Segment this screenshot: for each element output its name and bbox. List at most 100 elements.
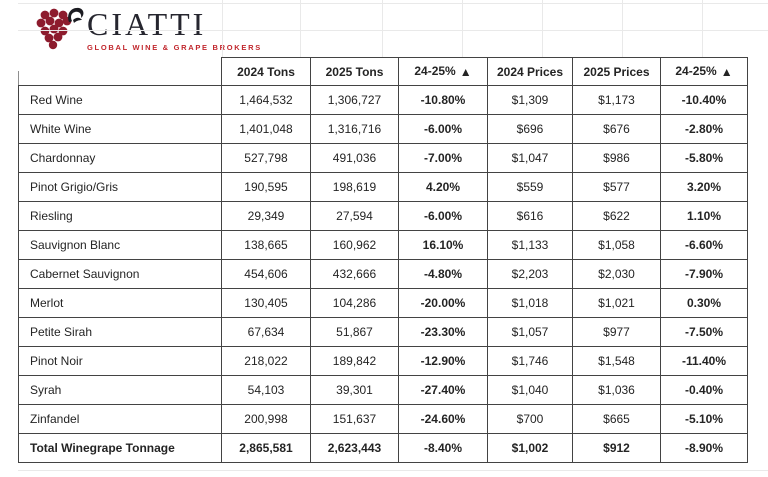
value-cell: -10.40% xyxy=(660,85,748,115)
faint-gridline xyxy=(300,0,301,57)
value-cell: -7.00% xyxy=(398,143,488,173)
corner-border-tick xyxy=(18,71,19,85)
table-row: Sauvignon Blanc 138,665 160,962 16.10% $1,13… xyxy=(18,230,748,260)
value-cell: $1,018 xyxy=(487,288,573,318)
value-cell: 189,842 xyxy=(310,346,399,376)
value-cell: 1.10% xyxy=(660,201,748,231)
value-cell: 527,798 xyxy=(221,143,311,173)
value-cell: -20.00% xyxy=(398,288,488,318)
col-header-2024-prices: 2024 Prices xyxy=(487,57,573,86)
value-cell: 29,349 xyxy=(221,201,311,231)
brand-name: CIATTI xyxy=(87,6,207,42)
value-cell: 3.20% xyxy=(660,172,748,202)
value-cell: -5.80% xyxy=(660,143,748,173)
row-label-cell: White Wine xyxy=(18,114,222,144)
table-row: Chardonnay 527,798 491,036 -7.00% $1,047 $986… xyxy=(18,143,748,173)
value-cell: -10.80% xyxy=(398,85,488,115)
faint-gridline xyxy=(18,30,768,31)
value-cell: 4.20% xyxy=(398,172,488,202)
col-header-2024-tons: 2024 Tons xyxy=(221,57,311,86)
value-cell: $977 xyxy=(572,317,661,347)
value-cell: 218,022 xyxy=(221,346,311,376)
row-label-cell: Pinot Grigio/Gris xyxy=(18,172,222,202)
col-header-label: 2025 Prices xyxy=(583,64,650,79)
value-cell: 104,286 xyxy=(310,288,399,318)
value-cell: $1,002 xyxy=(487,433,573,463)
value-cell: 1,401,048 xyxy=(221,114,311,144)
col-header-2025-prices: 2025 Prices xyxy=(572,57,661,86)
value-cell: 160,962 xyxy=(310,230,399,260)
value-cell: 190,595 xyxy=(221,172,311,202)
row-label-cell: Total Winegrape Tonnage xyxy=(18,433,222,463)
row-label-cell: Sauvignon Blanc xyxy=(18,230,222,260)
value-cell: $1,036 xyxy=(572,375,661,405)
value-cell: 54,103 xyxy=(221,375,311,405)
table-row: Riesling 29,349 27,594 -6.00% $616 $622 1.10% xyxy=(18,201,748,231)
table-row: Syrah 54,103 39,301 -27.40% $1,040 $1,036 -0.4… xyxy=(18,375,748,405)
value-cell: 1,306,727 xyxy=(310,85,399,115)
col-header-label: 2024 Prices xyxy=(496,64,564,79)
value-cell: $696 xyxy=(487,114,573,144)
col-header-tons-change: 24-25% ▲ xyxy=(398,57,488,86)
col-header-label: 2024 Tons xyxy=(237,64,295,79)
value-cell: $577 xyxy=(572,172,661,202)
faint-gridline xyxy=(462,0,463,57)
value-cell: $1,057 xyxy=(487,317,573,347)
table-row: Petite Sirah 67,634 51,867 -23.30% $1,057 $97… xyxy=(18,317,748,347)
value-cell: $1,047 xyxy=(487,143,573,173)
value-cell: 1,316,716 xyxy=(310,114,399,144)
value-cell: $700 xyxy=(487,404,573,434)
value-cell: 200,998 xyxy=(221,404,311,434)
row-label-cell: Merlot xyxy=(18,288,222,318)
value-cell: $1,173 xyxy=(572,85,661,115)
faint-gridline xyxy=(622,0,623,57)
value-cell: -12.90% xyxy=(398,346,488,376)
value-cell: -6.00% xyxy=(398,114,488,144)
ciatti-logo: CIATTI GLOBAL WINE & GRAPE BROKERS xyxy=(33,6,262,52)
value-cell: -8.90% xyxy=(660,433,748,463)
value-cell: 138,665 xyxy=(221,230,311,260)
value-cell: 454,606 xyxy=(221,259,311,289)
header-row: 2024 Tons 2025 Tons 24-25% ▲ 2024 Prices … xyxy=(19,57,748,86)
value-cell: $665 xyxy=(572,404,661,434)
value-cell: 432,666 xyxy=(310,259,399,289)
value-cell: 151,637 xyxy=(310,404,399,434)
value-cell: $912 xyxy=(572,433,661,463)
col-header-label: 2025 Tons xyxy=(325,64,384,79)
faint-gridline xyxy=(18,3,768,4)
col-header-label: 24-25% xyxy=(675,64,717,78)
table-row: Zinfandel 200,998 151,637 -24.60% $700 $665 -5… xyxy=(18,404,748,434)
col-header-prices-change: 24-25% ▲ xyxy=(660,57,748,86)
faint-gridline xyxy=(702,0,703,57)
value-cell: -7.90% xyxy=(660,259,748,289)
value-cell: $1,133 xyxy=(487,230,573,260)
value-cell: 130,405 xyxy=(221,288,311,318)
col-header-label: 24-25% xyxy=(414,64,456,78)
value-cell: -0.40% xyxy=(660,375,748,405)
value-cell: $1,021 xyxy=(572,288,661,318)
value-cell: $676 xyxy=(572,114,661,144)
value-cell: 67,634 xyxy=(221,317,311,347)
value-cell: 39,301 xyxy=(310,375,399,405)
corner-cell xyxy=(19,58,222,86)
row-label-cell: Riesling xyxy=(18,201,222,231)
value-cell: -5.10% xyxy=(660,404,748,434)
col-header-2025-tons: 2025 Tons xyxy=(310,57,399,86)
brand-tagline: GLOBAL WINE & GRAPE BROKERS xyxy=(87,43,262,52)
value-cell: -24.60% xyxy=(398,404,488,434)
value-cell: $622 xyxy=(572,201,661,231)
value-cell: -4.80% xyxy=(398,259,488,289)
row-label-cell: Pinot Noir xyxy=(18,346,222,376)
value-cell: 491,036 xyxy=(310,143,399,173)
value-cell: $2,203 xyxy=(487,259,573,289)
value-cell: -8.40% xyxy=(398,433,488,463)
value-cell: -6.00% xyxy=(398,201,488,231)
winegrape-tonnage-table: 2024 Tons 2025 Tons 24-25% ▲ 2024 Prices … xyxy=(18,57,748,463)
value-cell: $1,040 xyxy=(487,375,573,405)
table-row: Cabernet Sauvignon 454,606 432,666 -4.80% $2… xyxy=(18,259,748,289)
value-cell: 27,594 xyxy=(310,201,399,231)
row-label-cell: Cabernet Sauvignon xyxy=(18,259,222,289)
value-cell: $616 xyxy=(487,201,573,231)
row-label-cell: Chardonnay xyxy=(18,143,222,173)
up-triangle-icon: ▲ xyxy=(459,65,472,79)
